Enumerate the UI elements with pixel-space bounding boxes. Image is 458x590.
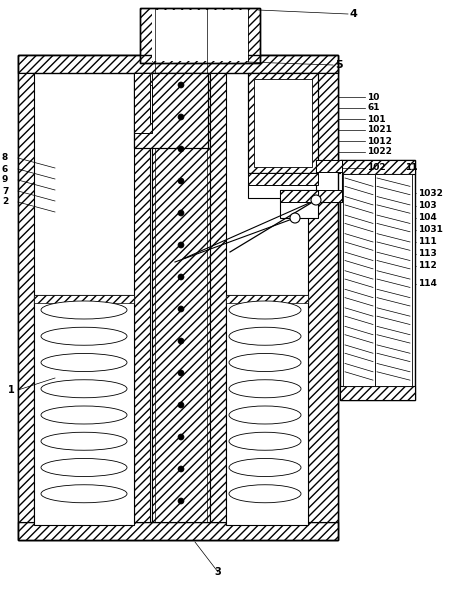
Text: 4: 4 xyxy=(350,9,358,19)
Bar xyxy=(280,190,318,218)
Bar xyxy=(343,174,375,386)
Text: 103: 103 xyxy=(418,202,436,211)
Ellipse shape xyxy=(41,432,127,450)
Circle shape xyxy=(178,242,184,248)
Circle shape xyxy=(311,195,321,205)
Circle shape xyxy=(178,466,184,472)
Text: 1022: 1022 xyxy=(367,148,392,156)
Bar xyxy=(140,8,260,63)
Bar xyxy=(150,73,152,85)
Circle shape xyxy=(178,146,184,152)
Ellipse shape xyxy=(41,458,127,477)
Circle shape xyxy=(178,114,184,120)
Bar xyxy=(34,73,210,522)
Bar xyxy=(134,73,150,522)
Bar xyxy=(226,295,308,303)
Bar xyxy=(134,73,208,148)
Bar xyxy=(340,160,415,174)
Ellipse shape xyxy=(41,406,127,424)
Bar xyxy=(134,73,152,133)
Bar xyxy=(140,8,260,63)
Ellipse shape xyxy=(41,353,127,372)
Circle shape xyxy=(178,210,184,216)
Text: 102: 102 xyxy=(367,163,386,172)
Bar xyxy=(248,173,318,198)
Ellipse shape xyxy=(229,485,301,503)
Bar xyxy=(308,73,338,522)
Bar xyxy=(152,73,210,522)
Text: 1032: 1032 xyxy=(418,188,443,198)
Bar xyxy=(316,190,342,202)
Ellipse shape xyxy=(229,353,301,372)
Circle shape xyxy=(178,82,184,88)
Text: 9: 9 xyxy=(2,175,8,185)
Bar xyxy=(34,295,134,303)
Bar xyxy=(152,10,248,61)
Text: 101: 101 xyxy=(367,114,386,123)
Bar xyxy=(248,73,318,173)
Circle shape xyxy=(178,178,184,184)
Circle shape xyxy=(178,402,184,408)
Bar xyxy=(254,79,312,167)
Circle shape xyxy=(178,306,184,312)
Bar xyxy=(316,160,342,202)
Bar xyxy=(210,73,226,522)
Text: 1012: 1012 xyxy=(367,136,392,146)
Bar xyxy=(375,174,412,386)
Text: 111: 111 xyxy=(418,238,437,247)
Text: 1: 1 xyxy=(8,385,15,395)
Text: 7: 7 xyxy=(2,186,8,195)
Text: 1021: 1021 xyxy=(367,126,392,135)
Text: 8: 8 xyxy=(2,153,8,162)
Bar xyxy=(18,55,338,540)
Text: 5: 5 xyxy=(335,60,343,70)
Bar xyxy=(18,522,338,540)
Bar xyxy=(150,73,152,123)
Ellipse shape xyxy=(41,485,127,503)
Bar xyxy=(340,160,415,400)
Ellipse shape xyxy=(229,301,301,319)
Text: 114: 114 xyxy=(418,280,437,289)
Circle shape xyxy=(178,274,184,280)
Bar xyxy=(248,73,318,173)
Circle shape xyxy=(178,434,184,440)
Bar xyxy=(18,55,338,540)
Bar xyxy=(226,295,308,525)
Text: 113: 113 xyxy=(418,250,437,258)
Bar xyxy=(248,173,318,185)
Bar xyxy=(18,55,338,73)
Bar xyxy=(34,295,134,525)
Circle shape xyxy=(178,338,184,344)
Bar xyxy=(226,73,308,522)
Circle shape xyxy=(290,213,300,223)
Text: 2: 2 xyxy=(2,198,8,206)
Bar xyxy=(340,386,415,400)
Text: 1031: 1031 xyxy=(418,225,443,234)
Text: 11: 11 xyxy=(405,163,418,172)
Text: 6: 6 xyxy=(2,165,8,173)
Ellipse shape xyxy=(229,406,301,424)
Text: 104: 104 xyxy=(418,214,437,222)
Circle shape xyxy=(178,498,184,504)
Ellipse shape xyxy=(41,380,127,398)
Bar xyxy=(134,73,208,148)
Ellipse shape xyxy=(229,458,301,477)
Bar xyxy=(18,73,34,522)
Bar xyxy=(34,73,134,522)
Ellipse shape xyxy=(229,380,301,398)
Circle shape xyxy=(178,370,184,376)
Ellipse shape xyxy=(229,327,301,345)
Text: 112: 112 xyxy=(418,261,437,270)
Ellipse shape xyxy=(41,301,127,319)
Bar xyxy=(280,190,318,202)
Ellipse shape xyxy=(41,327,127,345)
Text: 61: 61 xyxy=(367,103,380,113)
Bar xyxy=(316,160,342,172)
Text: 10: 10 xyxy=(367,93,379,101)
Text: 3: 3 xyxy=(215,567,221,577)
Ellipse shape xyxy=(229,432,301,450)
